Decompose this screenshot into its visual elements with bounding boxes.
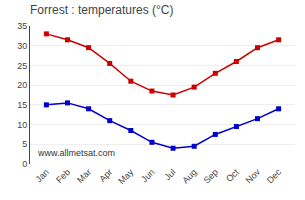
svg-text:Dec: Dec xyxy=(265,167,284,186)
svg-text:Nov: Nov xyxy=(244,167,263,186)
svg-text:10: 10 xyxy=(17,120,27,130)
svg-text:25: 25 xyxy=(17,61,27,71)
svg-text:Jul: Jul xyxy=(162,167,177,182)
svg-text:Feb: Feb xyxy=(54,167,72,185)
svg-text:20: 20 xyxy=(17,80,27,90)
svg-text:Jan: Jan xyxy=(34,167,51,184)
svg-text:May: May xyxy=(116,167,135,186)
svg-text:Aug: Aug xyxy=(180,167,198,185)
svg-text:0: 0 xyxy=(22,159,27,169)
svg-text:Oct: Oct xyxy=(224,167,241,184)
svg-text:www.allmetsat.com: www.allmetsat.com xyxy=(37,148,115,158)
svg-text:Apr: Apr xyxy=(97,167,114,184)
svg-text:35: 35 xyxy=(17,21,27,31)
svg-text:5: 5 xyxy=(22,139,27,149)
svg-text:Mar: Mar xyxy=(75,167,93,185)
svg-text:Jun: Jun xyxy=(139,167,156,184)
svg-text:Sep: Sep xyxy=(201,167,219,185)
svg-text:15: 15 xyxy=(17,100,27,110)
svg-text:Forrest : temperatures (°C): Forrest : temperatures (°C) xyxy=(30,3,174,17)
svg-text:30: 30 xyxy=(17,41,27,51)
